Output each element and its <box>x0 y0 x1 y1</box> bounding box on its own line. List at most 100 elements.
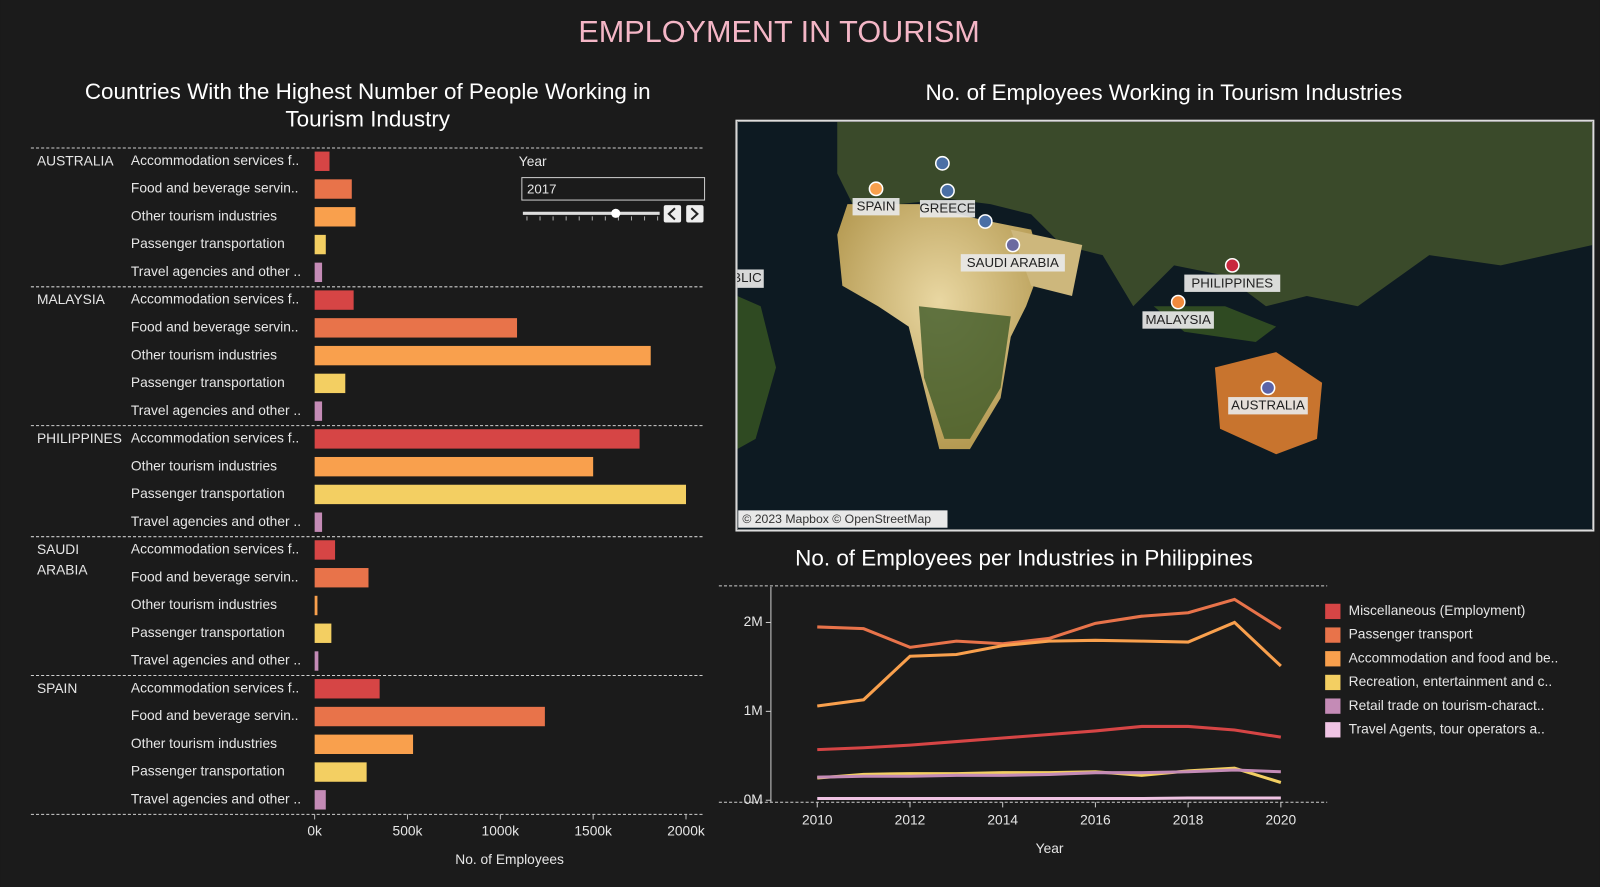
legend-swatch <box>1325 651 1341 667</box>
x-axis-label: No. of Employees <box>455 852 564 867</box>
map-credit: © 2023 Mapbox © OpenStreetMap <box>742 512 931 526</box>
filter-prev[interactable] <box>663 205 682 223</box>
map-point[interactable] <box>940 183 955 199</box>
map-label-box <box>960 254 1065 272</box>
map-point[interactable] <box>1260 380 1276 396</box>
category-label: Accommodation services f.. <box>131 153 299 168</box>
category-label: Accommodation services f.. <box>131 431 299 446</box>
series-line <box>817 796 1281 801</box>
legend-label: Recreation, entertainment and c.. <box>1349 674 1553 689</box>
dashboard-title: EMPLOYMENT IN TOURISM <box>578 15 979 49</box>
category-label: Accommodation services f.. <box>131 542 299 557</box>
map-land-eurasia <box>837 121 1593 307</box>
series-line <box>817 724 1282 752</box>
legend-label: Passenger transport <box>1349 627 1473 642</box>
legend-swatch <box>1325 603 1341 620</box>
map-land-central-africa <box>918 306 1011 439</box>
bar <box>314 595 318 616</box>
category-label: Other tourism industries <box>131 458 277 473</box>
x-tick-label: 1500k <box>574 823 612 838</box>
category-label: Passenger transportation <box>131 375 285 390</box>
country-label-line: ARABIA <box>37 562 88 577</box>
category-label: Other tourism industries <box>131 597 277 612</box>
bar <box>314 179 352 199</box>
category-label: Travel agencies and other .. <box>131 653 301 668</box>
chart-title: No. of Employees per Industries in Phili… <box>795 545 1253 570</box>
bar <box>314 568 369 588</box>
category-label: Passenger transportation <box>131 625 285 640</box>
map-point[interactable] <box>1005 237 1021 253</box>
bar <box>314 373 346 394</box>
category-label: Accommodation services f.. <box>131 292 299 307</box>
bar <box>314 151 330 171</box>
category-label: Other tourism industries <box>131 208 277 223</box>
bar <box>314 651 319 671</box>
filter-slider-knob[interactable] <box>611 208 621 218</box>
country-label-line: PHILIPPINES <box>37 431 122 446</box>
bar <box>314 679 380 699</box>
bar <box>314 401 323 421</box>
legend-label: Travel Agents, tour operators a.. <box>1349 721 1545 736</box>
filter-value: 2017 <box>527 181 556 196</box>
map-point[interactable] <box>977 214 993 229</box>
category-label: Passenger transportation <box>131 764 285 779</box>
bar <box>314 512 323 532</box>
map-label-box <box>1184 274 1281 292</box>
filter-next[interactable] <box>686 205 704 223</box>
country-label: PHILIPPINES <box>37 431 122 446</box>
x-tick-label: 2012 <box>895 812 926 827</box>
map-label: SAUDI ARABIA <box>967 255 1059 270</box>
legend-swatch <box>1325 722 1341 738</box>
x-tick-label: 2020 <box>1266 812 1297 827</box>
x-tick-label: 1000k <box>482 823 520 838</box>
bar <box>314 345 651 366</box>
category-label: Food and beverage servin.. <box>131 181 299 196</box>
x-tick-label: 2016 <box>1080 812 1111 827</box>
bar <box>314 484 686 505</box>
bar <box>314 762 367 782</box>
bar <box>314 734 414 755</box>
bar <box>314 429 640 449</box>
map-credit-box <box>738 510 948 528</box>
filter-next-icon <box>690 207 699 221</box>
map-land-americas <box>737 296 777 450</box>
legend-swatch <box>1325 627 1341 643</box>
map-label: SPAIN <box>857 199 896 214</box>
x-axis-label: Year <box>1036 841 1064 856</box>
category-label: Accommodation services f.. <box>131 680 299 695</box>
country-label-line: SAUDI <box>37 542 79 557</box>
country-label: MALAYSIA <box>37 292 106 307</box>
series-line <box>817 768 1281 779</box>
legend-swatch <box>1325 698 1341 714</box>
category-label: Travel agencies and other .. <box>131 403 301 418</box>
map-label-box <box>1228 397 1308 415</box>
category-label: Food and beverage servin.. <box>131 319 299 334</box>
map-label: GREECE <box>920 201 976 216</box>
country-label-line: AUSTRALIA <box>37 153 114 168</box>
bar <box>314 207 356 227</box>
category-label: Other tourism industries <box>131 736 277 751</box>
bar <box>314 318 518 338</box>
map-point[interactable] <box>1224 257 1240 273</box>
bar <box>314 790 326 810</box>
chart-title-line: Countries With the Highest Number of Peo… <box>85 79 651 104</box>
map-label-box <box>852 198 900 216</box>
x-tick-label: 0k <box>307 823 322 838</box>
map-title: No. of Employees Working in Tourism Indu… <box>925 80 1402 105</box>
country-label: SPAIN <box>37 680 77 695</box>
x-tick-label: 2018 <box>1173 812 1204 827</box>
category-label: Passenger transportation <box>131 486 285 501</box>
filter-box[interactable] <box>521 177 706 201</box>
x-tick-label: 2014 <box>987 812 1018 827</box>
map-label: PHILIPPINES <box>1191 275 1273 290</box>
bar <box>314 456 594 477</box>
chart-title-line: Tourism Industry <box>285 106 450 131</box>
series-line <box>817 597 1282 649</box>
map-label: MALAYSIA <box>1146 312 1211 327</box>
map-point[interactable] <box>868 181 884 197</box>
country-label: SAUDI ARABIA <box>37 542 88 577</box>
country-label-line: MALAYSIA <box>37 292 106 307</box>
map-point[interactable] <box>1170 294 1186 310</box>
map-label-box <box>1142 311 1214 329</box>
map-point[interactable] <box>934 155 950 171</box>
